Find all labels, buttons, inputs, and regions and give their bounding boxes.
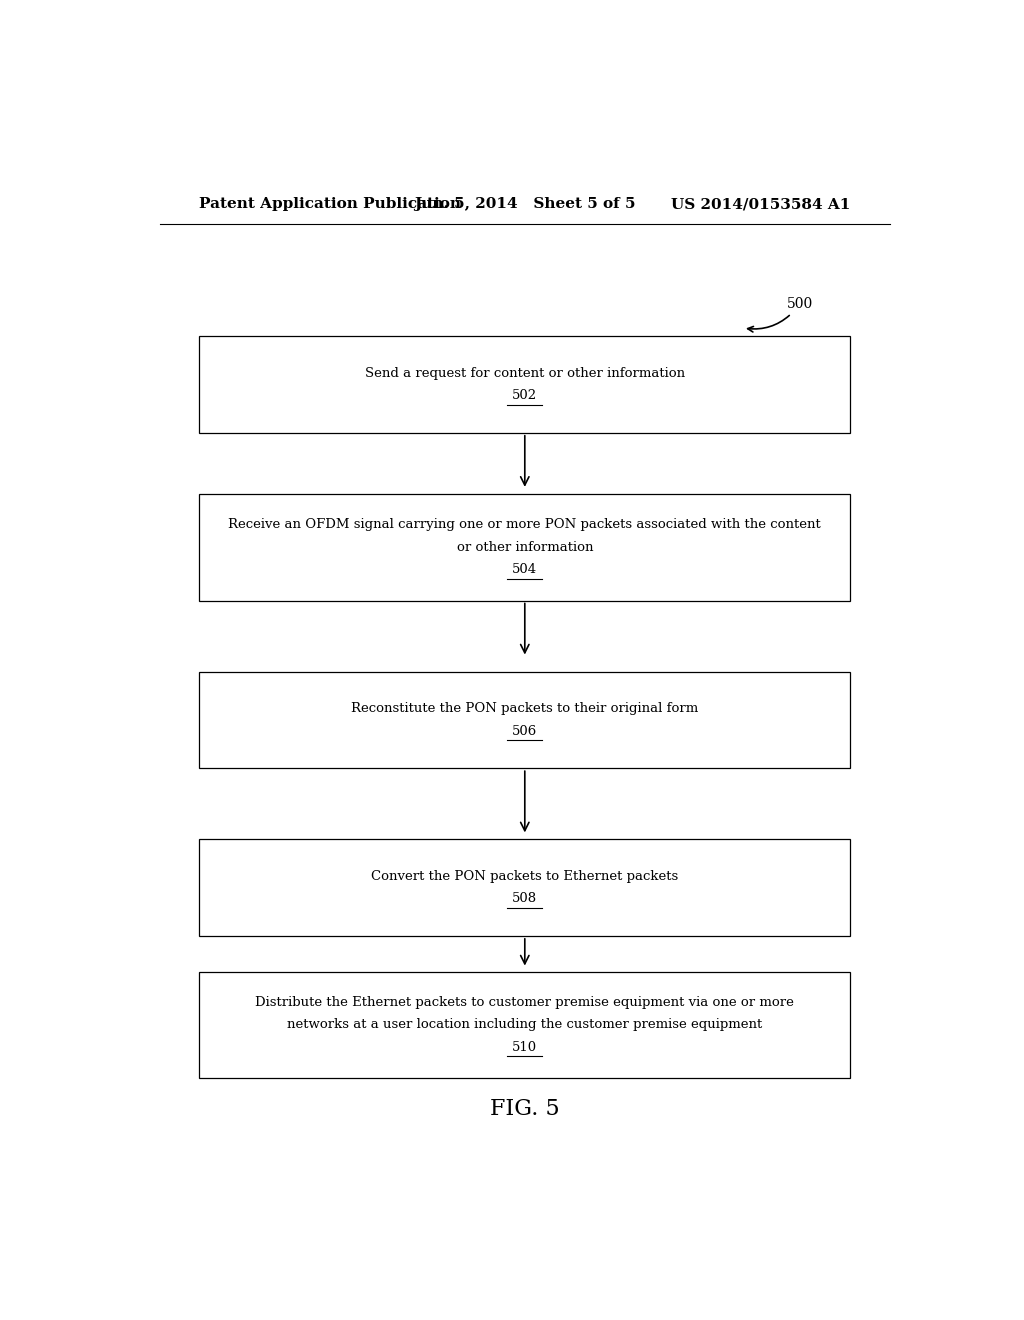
Text: Convert the PON packets to Ethernet packets: Convert the PON packets to Ethernet pack… (371, 870, 679, 883)
Text: Distribute the Ethernet packets to customer premise equipment via one or more: Distribute the Ethernet packets to custo… (255, 997, 795, 1008)
FancyBboxPatch shape (200, 337, 850, 433)
Text: Send a request for content or other information: Send a request for content or other info… (365, 367, 685, 380)
FancyBboxPatch shape (200, 672, 850, 768)
Text: 506: 506 (512, 725, 538, 738)
FancyBboxPatch shape (200, 840, 850, 936)
Text: Patent Application Publication: Patent Application Publication (200, 197, 462, 211)
Text: FIG. 5: FIG. 5 (490, 1098, 559, 1119)
Text: 500: 500 (748, 297, 813, 331)
Text: networks at a user location including the customer premise equipment: networks at a user location including th… (287, 1019, 763, 1031)
Text: Jun. 5, 2014   Sheet 5 of 5: Jun. 5, 2014 Sheet 5 of 5 (414, 197, 636, 211)
FancyBboxPatch shape (200, 494, 850, 601)
Text: Receive an OFDM signal carrying one or more PON packets associated with the cont: Receive an OFDM signal carrying one or m… (228, 519, 821, 532)
Text: 510: 510 (512, 1040, 538, 1053)
Text: Reconstitute the PON packets to their original form: Reconstitute the PON packets to their or… (351, 702, 698, 715)
Text: or other information: or other information (457, 541, 593, 553)
Text: 502: 502 (512, 389, 538, 403)
Text: 508: 508 (512, 892, 538, 906)
FancyBboxPatch shape (200, 972, 850, 1078)
Text: 504: 504 (512, 564, 538, 576)
Text: US 2014/0153584 A1: US 2014/0153584 A1 (671, 197, 850, 211)
